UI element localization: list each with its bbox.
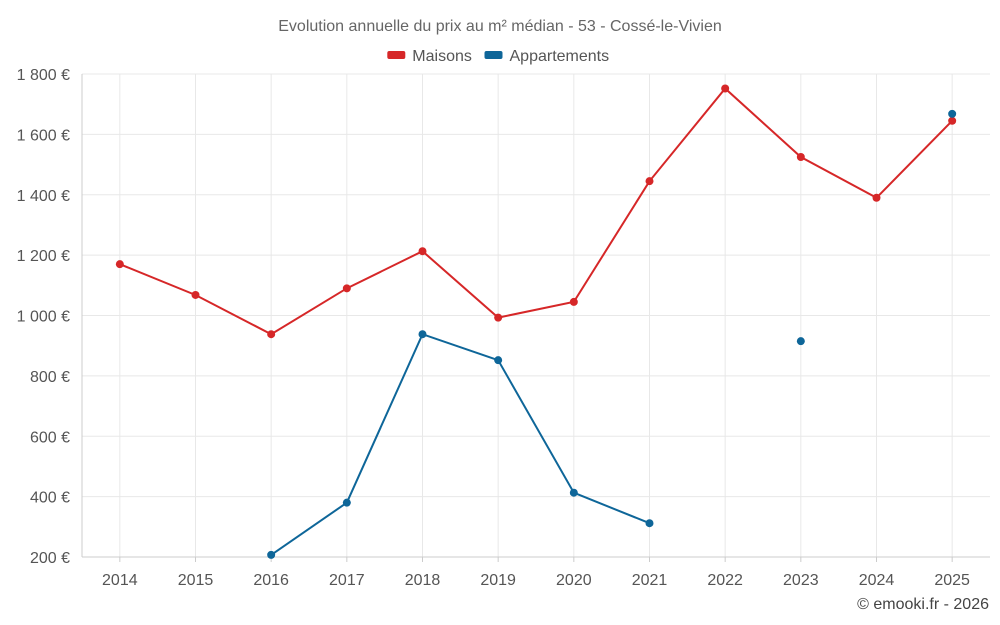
x-tick-label: 2024	[859, 572, 895, 589]
chart-title: Evolution annuelle du prix au m² médian …	[278, 18, 721, 35]
y-axis: 200 € 400 € 600 € 800 € 1 000 € 1 200 € 1 400 …	[17, 67, 70, 567]
x-axis: 2014 2015 2016 2017 2018 2019 2020 2021 2022 2023…	[102, 557, 970, 589]
legend-swatch	[484, 51, 503, 59]
y-tick-label: 200 €	[30, 550, 70, 567]
data-point-maisons[interactable]	[191, 290, 200, 299]
x-tick-label: 2023	[783, 572, 819, 589]
data-point-maisons[interactable]	[342, 284, 351, 293]
data-point-appartements[interactable]	[342, 498, 351, 507]
data-point-maisons[interactable]	[267, 330, 276, 339]
data-point-maisons[interactable]	[796, 153, 805, 162]
credit-text: © emooki.fr - 2026	[857, 596, 989, 613]
y-tick-label: 1 400 €	[17, 188, 70, 205]
y-tick-label: 1 000 €	[17, 309, 70, 326]
data-point-appartements[interactable]	[494, 356, 503, 365]
data-point-appartements[interactable]	[569, 488, 578, 497]
data-point-maisons[interactable]	[115, 260, 124, 269]
legend-swatch	[387, 51, 406, 59]
y-tick-label: 1 600 €	[17, 127, 70, 144]
data-point-appartements[interactable]	[645, 519, 654, 528]
data-point-appartements[interactable]	[796, 337, 805, 346]
legend-label: Maisons	[412, 48, 472, 65]
y-tick-label: 1 800 €	[17, 67, 70, 84]
x-tick-label: 2021	[632, 572, 668, 589]
chart-series	[115, 84, 957, 559]
chart-grid	[81, 73, 990, 558]
data-point-appartements[interactable]	[948, 109, 957, 118]
x-tick-label: 2020	[556, 572, 592, 589]
x-tick-label: 2025	[934, 572, 970, 589]
x-tick-label: 2014	[102, 572, 138, 589]
x-tick-label: 2018	[405, 572, 441, 589]
data-point-maisons[interactable]	[569, 297, 578, 306]
series-line-appartements	[270, 332, 650, 556]
data-point-maisons[interactable]	[418, 247, 427, 256]
data-point-maisons[interactable]	[721, 84, 730, 93]
legend-item-appartements[interactable]: Appartements	[484, 48, 610, 65]
data-point-appartements[interactable]	[267, 550, 276, 559]
data-point-maisons[interactable]	[948, 116, 957, 125]
x-tick-label: 2019	[480, 572, 516, 589]
data-point-maisons[interactable]	[645, 177, 654, 186]
data-point-maisons[interactable]	[494, 313, 503, 322]
chart-legend[interactable]: Maisons Appartements	[387, 48, 609, 65]
x-tick-label: 2016	[253, 572, 289, 589]
data-point-maisons[interactable]	[872, 193, 881, 202]
y-tick-label: 1 200 €	[17, 248, 70, 265]
data-point-appartements[interactable]	[418, 330, 427, 339]
legend-item-maisons[interactable]: Maisons	[387, 48, 472, 65]
series-line-maisons	[119, 87, 953, 336]
x-tick-label: 2017	[329, 572, 365, 589]
x-tick-label: 2022	[707, 572, 743, 589]
y-tick-label: 800 €	[30, 369, 70, 386]
legend-label: Appartements	[510, 48, 610, 65]
x-tick-label: 2015	[178, 572, 214, 589]
y-tick-label: 600 €	[30, 429, 70, 446]
y-tick-label: 400 €	[30, 490, 70, 507]
